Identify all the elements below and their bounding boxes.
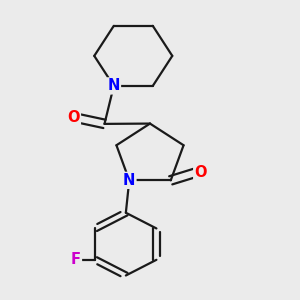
Text: N: N bbox=[123, 173, 135, 188]
Text: O: O bbox=[68, 110, 80, 125]
Text: O: O bbox=[194, 165, 207, 180]
Text: N: N bbox=[108, 78, 120, 93]
Text: F: F bbox=[71, 252, 81, 267]
